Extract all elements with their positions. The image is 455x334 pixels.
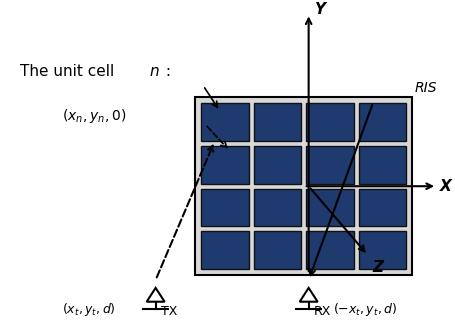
Bar: [358, 231, 405, 269]
Bar: [201, 146, 248, 184]
Text: RX: RX: [313, 305, 330, 318]
Text: RIS: RIS: [414, 81, 436, 96]
Text: Z: Z: [372, 260, 383, 275]
Bar: [201, 189, 248, 226]
Bar: [253, 231, 301, 269]
Text: :: :: [160, 64, 170, 79]
Bar: [253, 103, 301, 141]
Bar: [358, 146, 405, 184]
Text: TX: TX: [160, 305, 177, 318]
Bar: [305, 189, 353, 226]
Bar: [305, 103, 353, 141]
Bar: [305, 231, 353, 269]
Bar: [201, 103, 248, 141]
Bar: [358, 189, 405, 226]
Text: The unit cell: The unit cell: [20, 64, 119, 79]
Bar: [195, 97, 411, 275]
Text: $n$: $n$: [148, 64, 159, 79]
Text: $(x_n,y_n,0)$: $(x_n,y_n,0)$: [62, 107, 126, 125]
Bar: [358, 103, 405, 141]
Text: X: X: [439, 179, 451, 194]
Bar: [253, 146, 301, 184]
Text: Y: Y: [313, 2, 324, 17]
Bar: [253, 189, 301, 226]
Bar: [201, 231, 248, 269]
Text: $(-x_t,y_t,d)$: $(-x_t,y_t,d)$: [333, 301, 397, 318]
Text: $(x_t,y_t,d)$: $(x_t,y_t,d)$: [62, 301, 116, 318]
Bar: [305, 146, 353, 184]
